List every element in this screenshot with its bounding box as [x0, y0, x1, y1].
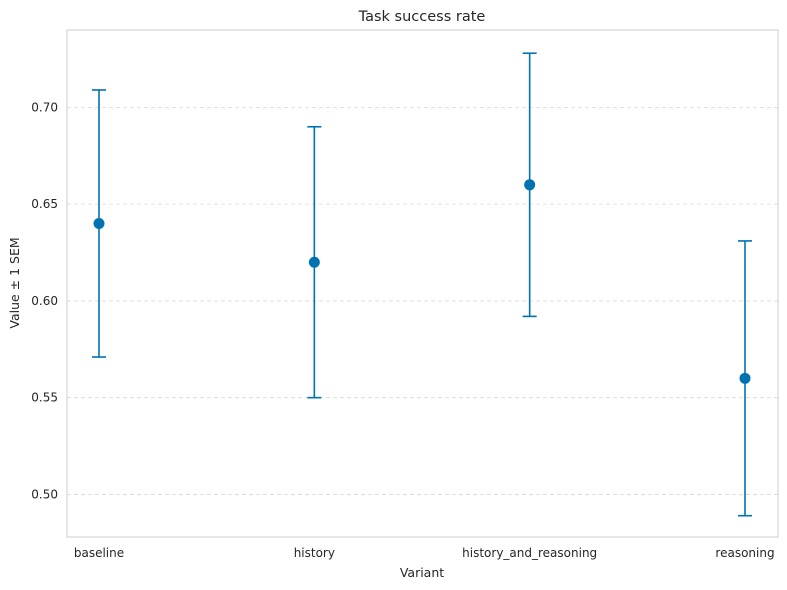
x-tick-label: baseline	[74, 546, 124, 560]
y-tick-label: 0.65	[31, 197, 58, 211]
chart-title: Task success rate	[358, 9, 486, 25]
data-point	[524, 179, 536, 191]
y-tick-label: 0.70	[31, 100, 58, 114]
data-layer	[92, 52, 752, 517]
y-tick-label: 0.55	[31, 391, 58, 405]
data-point	[93, 218, 105, 230]
x-tick-label: history	[294, 546, 335, 560]
data-point	[308, 256, 320, 268]
y-tick-label: 0.50	[31, 487, 58, 501]
x-tick-label: reasoning	[715, 546, 774, 560]
data-point	[739, 372, 751, 384]
y-tick-labels: 0.50 0.55 0.60 0.65 0.70	[31, 100, 58, 501]
y-axis-label: Value ± 1 SEM	[7, 237, 22, 328]
y-tick-label: 0.60	[31, 294, 58, 308]
plot-frame	[66, 29, 779, 538]
x-axis-label: Variant	[400, 565, 444, 580]
x-tick-label: history_and_reasoning	[462, 546, 597, 560]
x-tick-labels: baseline history history_and_reasoning reas…	[74, 546, 775, 560]
